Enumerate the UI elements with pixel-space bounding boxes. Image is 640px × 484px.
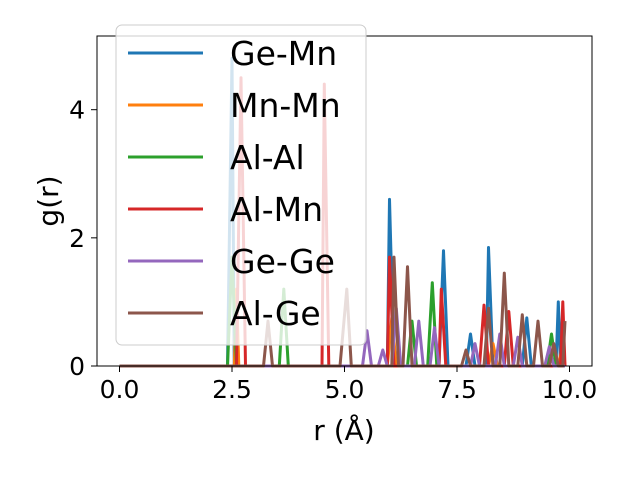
y-axis-ticks: 0 2 4 (69, 96, 97, 381)
x-tick-label: 2.5 (212, 375, 252, 404)
x-tick-label: 5.0 (325, 375, 365, 404)
legend-label: Ge-Ge (230, 242, 335, 281)
legend-label: Al-Ge (230, 294, 321, 333)
legend: Ge-Mn Mn-Mn Al-Al Al-Mn Ge-Ge Al-Ge (115, 24, 367, 346)
x-tick-label: 10.0 (542, 375, 598, 404)
legend-label: Al-Mn (230, 190, 323, 229)
legend-label: Mn-Mn (230, 86, 341, 125)
legend-label: Ge-Mn (230, 34, 337, 73)
x-axis-label: r (Å) (313, 413, 374, 447)
y-axis-label: g(r) (32, 175, 65, 226)
y-tick-label: 0 (69, 352, 85, 381)
x-tick-label: 0.0 (100, 375, 140, 404)
y-tick-label: 4 (69, 96, 85, 125)
legend-label: Al-Al (230, 138, 305, 177)
x-axis-ticks: 0.0 2.5 5.0 7.5 10.0 (100, 366, 598, 404)
y-tick-label: 2 (69, 224, 85, 253)
x-tick-label: 7.5 (437, 375, 477, 404)
